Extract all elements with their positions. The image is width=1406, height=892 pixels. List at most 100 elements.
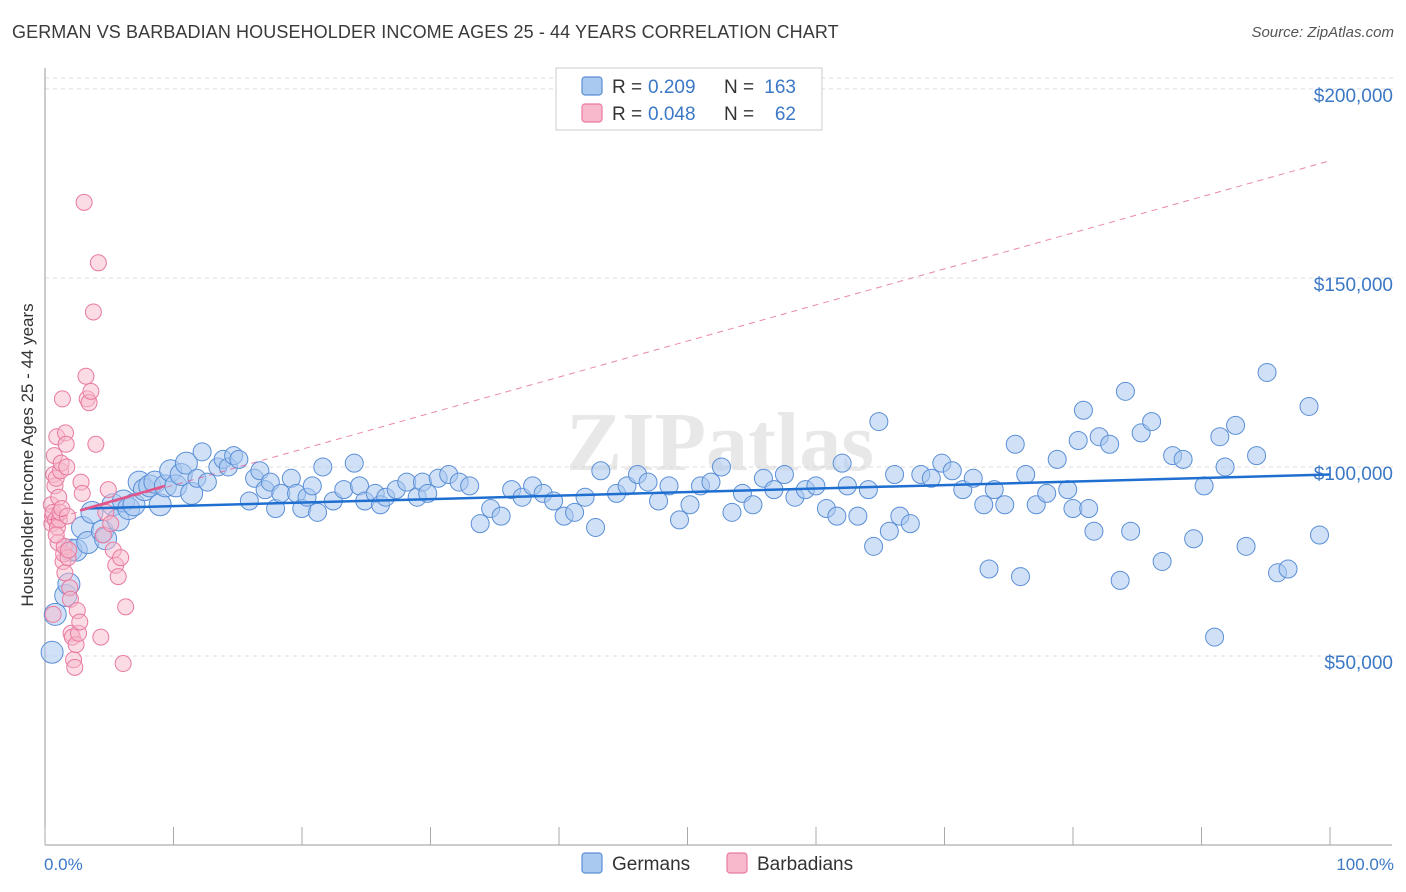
bottom-legend-barbadian-label: Barbadians	[757, 854, 853, 875]
barbadian-point	[53, 390, 71, 408]
german-point	[565, 502, 585, 522]
x-tick-label-min: 0.0%	[44, 855, 83, 874]
legend-german-r-value: 0.209	[648, 77, 696, 98]
legend-barbadian-n-value: 62	[775, 104, 796, 125]
german-point	[470, 514, 490, 534]
german-point	[1110, 570, 1130, 590]
german-point	[1142, 412, 1162, 432]
german-point	[1047, 449, 1067, 469]
german-point	[229, 449, 249, 469]
german-points	[40, 362, 1330, 664]
german-point	[1205, 627, 1225, 647]
german-point	[1115, 381, 1135, 401]
legend-barbadian-r-label: R =	[612, 104, 642, 125]
german-point	[591, 461, 611, 481]
y-tick-labels: $50,000 $100,000 $150,000 $200,000	[1314, 86, 1393, 674]
german-point	[1247, 446, 1267, 466]
german-point	[942, 461, 962, 481]
bottom-legend-german-swatch	[581, 852, 603, 874]
german-point	[1299, 396, 1319, 416]
legend: R = 0.209 N = 163 R = 0.048 N = 62	[555, 67, 823, 131]
german-point	[1173, 449, 1193, 469]
german-point	[313, 457, 333, 477]
barbadian-point	[82, 382, 100, 400]
barbadian-point	[47, 526, 65, 544]
trend-lines	[49, 160, 1331, 521]
german-point	[974, 495, 994, 515]
barbadian-point	[58, 458, 76, 476]
barbadian-point	[56, 564, 74, 582]
german-point	[1310, 525, 1330, 545]
bottom-legend-barbadian-swatch	[726, 852, 748, 874]
bottom-legend-german-label: Germans	[612, 854, 690, 875]
german-point	[174, 451, 198, 475]
chart-title: GERMAN VS BARBADIAN HOUSEHOLDER INCOME A…	[12, 22, 839, 42]
german-point	[832, 453, 852, 473]
german-point	[858, 480, 878, 500]
german-point	[491, 506, 511, 526]
barbadian-point	[109, 568, 127, 586]
german-point	[649, 491, 669, 511]
german-point	[1226, 415, 1246, 435]
german-point	[1257, 362, 1277, 382]
german-point	[1005, 434, 1025, 454]
legend-barbadian-n-label: N =	[724, 104, 754, 125]
barbadian-trend-line-dashed	[49, 160, 1331, 521]
german-point	[40, 640, 64, 664]
german-point	[1184, 529, 1204, 549]
axes	[44, 68, 1392, 846]
legend-barbadian-swatch	[581, 103, 603, 123]
german-point	[1194, 476, 1214, 496]
german-point	[1016, 465, 1036, 485]
german-point	[885, 465, 905, 485]
barbadian-points	[42, 193, 135, 676]
german-point	[334, 480, 354, 500]
german-point	[827, 506, 847, 526]
german-point	[659, 476, 679, 496]
german-point	[1278, 559, 1298, 579]
barbadian-point	[92, 628, 110, 646]
legend-german-r-label: R =	[612, 77, 642, 98]
german-point	[239, 491, 259, 511]
x-tick-label-max: 100.0%	[1336, 855, 1394, 874]
german-point	[1068, 430, 1088, 450]
y-tick-label: $100,000	[1314, 464, 1393, 485]
german-point	[979, 559, 999, 579]
german-point	[869, 412, 889, 432]
german-point	[1210, 427, 1230, 447]
y-axis-label: Householder Income Ages 25 - 44 years	[18, 303, 37, 606]
german-point	[302, 476, 322, 496]
german-point	[774, 465, 794, 485]
german-point	[192, 442, 212, 462]
barbadian-point	[114, 655, 132, 673]
y-tick-label: $50,000	[1324, 653, 1393, 674]
german-point	[995, 495, 1015, 515]
german-point	[1084, 521, 1104, 541]
german-point	[1215, 457, 1235, 477]
barbadian-point	[57, 435, 75, 453]
german-point	[722, 502, 742, 522]
grid-lines	[45, 77, 1395, 657]
legend-german-n-value: 163	[764, 77, 796, 98]
german-point	[701, 472, 721, 492]
german-point	[308, 502, 328, 522]
german-point	[837, 476, 857, 496]
german-point	[670, 510, 690, 530]
source-label: Source: ZipAtlas.com	[1251, 24, 1394, 41]
german-point	[806, 476, 826, 496]
german-point	[197, 472, 217, 492]
barbadian-point	[73, 484, 91, 502]
german-point	[638, 472, 658, 492]
german-point	[1037, 483, 1057, 503]
german-point	[864, 536, 884, 556]
german-point	[963, 468, 983, 488]
german-point	[743, 495, 763, 515]
german-point	[1073, 400, 1093, 420]
german-point	[1121, 521, 1141, 541]
legend-german-n-label: N =	[724, 77, 754, 98]
barbadian-point	[75, 193, 93, 211]
legend-german-swatch	[581, 76, 603, 96]
german-trend-line	[84, 473, 1331, 510]
barbadian-point	[117, 598, 135, 616]
